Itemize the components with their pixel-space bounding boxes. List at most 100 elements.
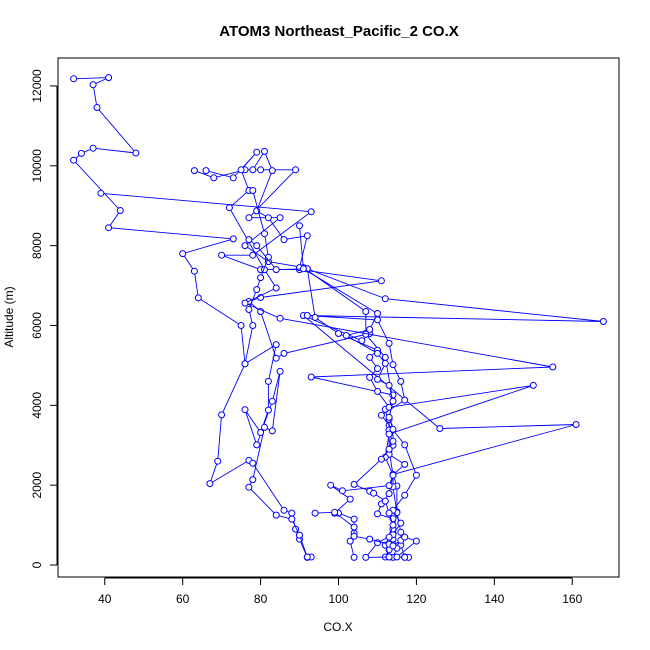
data-point xyxy=(249,476,257,484)
data-point xyxy=(70,75,78,83)
data-point xyxy=(401,441,409,449)
data-point xyxy=(393,553,401,561)
plot-frame xyxy=(57,57,620,578)
data-point xyxy=(280,349,288,357)
data-point xyxy=(261,230,268,238)
data-point xyxy=(327,481,335,489)
data-point xyxy=(299,265,307,273)
data-point xyxy=(245,236,253,244)
data-point xyxy=(303,232,311,240)
data-point xyxy=(397,377,405,385)
data-point xyxy=(202,167,210,175)
data-point xyxy=(374,310,381,317)
x-tick-label: 60 xyxy=(176,592,190,606)
data-point xyxy=(412,537,420,545)
data-point xyxy=(132,149,140,157)
series-6 xyxy=(241,187,311,561)
data-point xyxy=(268,167,276,175)
data-point xyxy=(218,251,226,259)
x-tick-label: 160 xyxy=(562,592,582,606)
data-point xyxy=(229,235,237,243)
data-point xyxy=(342,332,350,339)
data-point xyxy=(346,495,354,503)
data-point xyxy=(272,266,280,274)
chart-title: ATOM3 Northeast_Pacific_2 CO.X xyxy=(219,23,459,40)
data-point xyxy=(296,222,303,230)
data-point xyxy=(245,483,253,491)
data-point xyxy=(385,482,393,490)
y-tick-label: 0 xyxy=(30,561,44,568)
data-point xyxy=(249,187,257,194)
data-point xyxy=(401,491,409,499)
data-point xyxy=(572,421,580,428)
data-point xyxy=(366,535,374,543)
data-point xyxy=(241,360,249,368)
x-tick-label: 120 xyxy=(406,592,426,606)
data-point xyxy=(70,156,78,164)
data-point xyxy=(190,267,198,275)
data-point xyxy=(249,166,257,174)
data-point xyxy=(401,553,409,561)
data-point xyxy=(253,148,261,156)
data-point xyxy=(389,437,397,445)
data-point xyxy=(245,306,253,313)
data-point xyxy=(381,497,389,505)
data-point xyxy=(179,250,187,258)
y-axis: 0 2000 4000 6000 8000 10000 12000 xyxy=(30,69,58,568)
data-point xyxy=(362,308,370,315)
data-point xyxy=(374,510,381,518)
data-point xyxy=(241,406,249,414)
data-point xyxy=(366,353,374,361)
data-point xyxy=(93,104,101,111)
data-point xyxy=(241,242,249,250)
data-point xyxy=(389,471,397,479)
data-point xyxy=(389,361,397,369)
series-9 xyxy=(311,508,420,561)
y-tick-label: 6000 xyxy=(30,312,44,339)
data-point xyxy=(338,487,346,495)
data-point xyxy=(264,377,272,385)
data-point xyxy=(381,295,389,303)
data-point xyxy=(257,274,265,282)
data-point xyxy=(370,489,378,497)
series-8 xyxy=(296,222,397,561)
data-point xyxy=(261,423,268,431)
data-point xyxy=(397,519,405,527)
data-point xyxy=(268,427,276,435)
data-point xyxy=(436,425,444,432)
data-point xyxy=(381,353,389,361)
data-point xyxy=(389,425,397,433)
data-point xyxy=(311,509,319,517)
data-point xyxy=(362,553,370,561)
data-point xyxy=(529,381,537,389)
data-point xyxy=(257,166,265,174)
data-point xyxy=(374,375,381,383)
data-point xyxy=(245,214,253,222)
data-point xyxy=(89,144,97,152)
x-axis: 40 60 80 100 120 140 160 xyxy=(98,577,583,606)
data-point xyxy=(296,531,303,539)
y-tick-label: 2000 xyxy=(30,472,44,499)
data-point xyxy=(385,445,393,453)
data-point xyxy=(346,537,354,545)
data-point xyxy=(280,506,288,514)
x-tick-label: 40 xyxy=(98,592,112,606)
data-point xyxy=(389,397,397,405)
data-point xyxy=(218,411,226,419)
data-point xyxy=(350,515,358,523)
data-point xyxy=(264,214,272,222)
data-point xyxy=(549,363,557,371)
x-axis-label: CO.X xyxy=(323,620,352,634)
data-point xyxy=(303,312,311,319)
data-point xyxy=(105,224,113,232)
data-point xyxy=(206,480,214,488)
data-point xyxy=(385,533,393,541)
data-point xyxy=(377,411,385,419)
data-point xyxy=(350,532,358,540)
data-point xyxy=(385,381,393,389)
data-point xyxy=(97,189,105,197)
data-point xyxy=(272,284,280,292)
data-point xyxy=(307,373,315,381)
y-tick-label: 10000 xyxy=(30,149,44,183)
data-point xyxy=(194,294,202,302)
